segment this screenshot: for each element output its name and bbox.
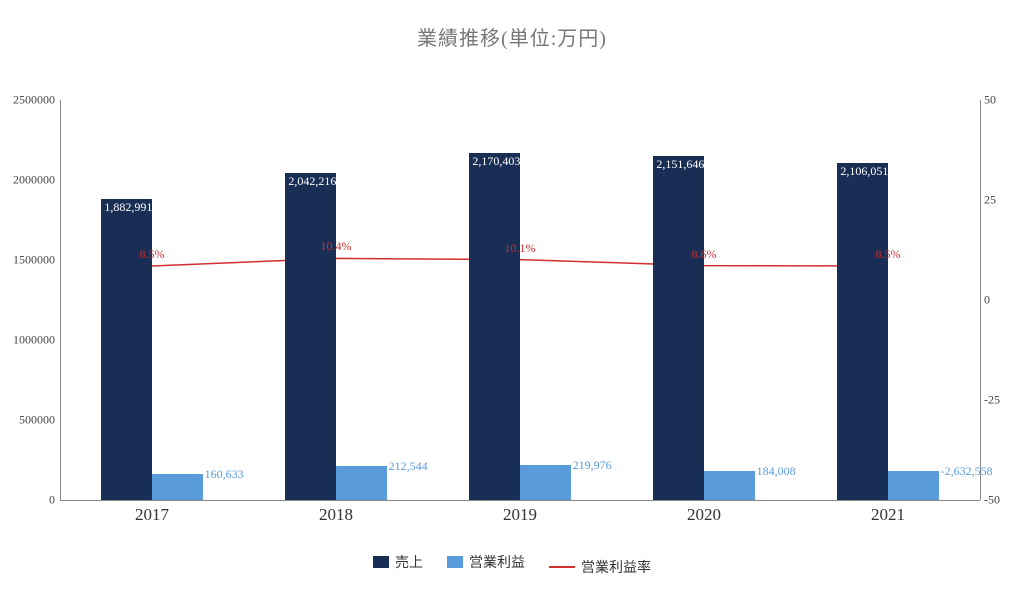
x-category-label: 2018 [319, 505, 353, 525]
legend-label: 営業利益率 [581, 557, 651, 577]
bar-営業利益 [336, 466, 387, 500]
legend-item: 営業利益 [447, 552, 525, 572]
bar-label-営業利益: 160,633 [205, 467, 244, 482]
line-value-label: 10.1% [505, 241, 536, 256]
bar-売上 [837, 163, 888, 500]
axis-line-bottom [60, 500, 980, 501]
x-category-label: 2020 [687, 505, 721, 525]
y-left-tick: 1000000 [0, 333, 55, 348]
y-left-tick: 0 [0, 493, 55, 508]
line-value-label: 10.4% [321, 239, 352, 254]
legend-item: 営業利益率 [549, 557, 651, 577]
y-axis-right: -50-2502550 [984, 100, 1024, 500]
x-axis-labels: 2017 2018 2019 2020 2021 [60, 505, 980, 535]
y-right-tick: 25 [984, 193, 1024, 208]
x-category-label: 2017 [135, 505, 169, 525]
legend: 売上 営業利益 営業利益率 [0, 552, 1024, 577]
x-category-label: 2019 [503, 505, 537, 525]
line-series [152, 258, 888, 266]
bar-label-営業利益: 219,976 [573, 458, 612, 473]
legend-swatch-line [549, 566, 575, 568]
y-right-tick: 0 [984, 293, 1024, 308]
bar-label-営業利益: 184,008 [757, 464, 796, 479]
bar-label-売上: 2,106,051 [840, 164, 888, 179]
chart-plot-area: 1,882,991 2,042,216 2,170,403 2,151,646 2,10… [60, 100, 980, 500]
bar-売上 [101, 199, 152, 500]
bar-売上 [653, 156, 704, 500]
bar-売上 [285, 173, 336, 500]
y-left-tick: 500000 [0, 413, 55, 428]
bar-label-売上: 2,151,646 [656, 157, 704, 172]
bar-売上 [469, 153, 520, 500]
y-right-tick: -50 [984, 493, 1024, 508]
legend-item: 売上 [373, 552, 423, 572]
axis-line-right [980, 100, 981, 500]
line-value-label: 8.5% [876, 247, 901, 262]
legend-label: 売上 [395, 552, 423, 572]
bar-営業利益 [704, 471, 755, 500]
bar-営業利益 [520, 465, 571, 500]
bar-label-売上: 2,042,216 [288, 174, 336, 189]
y-right-tick: 50 [984, 93, 1024, 108]
bar-営業利益 [152, 474, 203, 500]
legend-swatch-box [447, 556, 463, 568]
bar-label-売上: 2,170,403 [472, 154, 520, 169]
y-left-tick: 2000000 [0, 173, 55, 188]
bar-label-営業利益: -2,632,558 [941, 464, 993, 479]
y-right-tick: -25 [984, 393, 1024, 408]
bar-営業利益 [888, 471, 939, 500]
x-category-label: 2021 [871, 505, 905, 525]
y-axis-left: 05000001000000150000020000002500000 [0, 100, 55, 500]
line-value-label: 8.5% [140, 247, 165, 262]
y-left-tick: 1500000 [0, 253, 55, 268]
legend-swatch-box [373, 556, 389, 568]
y-left-tick: 2500000 [0, 93, 55, 108]
chart-title: 業績推移(単位:万円) [0, 22, 1024, 51]
legend-label: 営業利益 [469, 552, 525, 572]
bar-label-営業利益: 212,544 [389, 459, 428, 474]
line-value-label: 8.6% [692, 247, 717, 262]
bar-label-売上: 1,882,991 [104, 200, 152, 215]
